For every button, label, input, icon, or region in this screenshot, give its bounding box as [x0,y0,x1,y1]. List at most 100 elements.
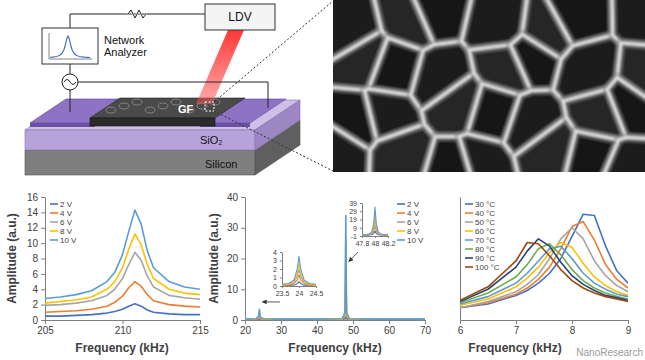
foam-cells [333,0,645,172]
foam-front [90,118,215,126]
tick: 48.2 [382,236,396,247]
foam-pore [119,103,129,109]
legend-swatch [50,212,58,214]
axis-line [282,253,283,287]
x-axis-title: Frequency (kHz) [288,341,381,355]
tick-mark [375,236,376,238]
tick: 30 [276,320,288,336]
tick-label: -1 [351,233,357,240]
tick: 48 [372,236,380,247]
tick: 40 [227,192,245,203]
series-line [245,305,425,320]
tick: 6 [458,320,464,336]
x-axis: 6789 [458,320,632,336]
legend-label: 60 °C [475,227,495,236]
axis-line [245,198,246,321]
legend-label: 8 V [407,227,420,236]
tick-label: 50 [348,325,360,336]
tick-mark [280,261,282,262]
tick-label: 210 [115,325,132,336]
plot-area [460,214,628,307]
wire [128,10,146,18]
source-symbol [64,80,76,85]
legend-swatch [50,239,58,241]
legend: 2 V4 V6 V8 V10 V [50,200,77,245]
legend: 30 °C40 °C50 °C60 °C70 °C80 °C90 °C100 °… [465,200,500,272]
tick: 0 [273,283,282,290]
series-line [45,210,200,298]
foam-pore [145,107,155,113]
foam-strut [607,78,645,140]
tick-label: 16 [27,192,39,203]
tick: 50 [348,320,360,336]
wire [70,14,205,28]
analyzer-label: Analyzer [104,46,147,58]
series-line [45,234,200,303]
legend-swatch [465,266,473,268]
tick-mark [245,320,246,324]
tick-mark [41,228,45,229]
chart: 23.52424.501234 [273,249,323,297]
substrate-label: Silicon [205,158,237,170]
tick: 14 [27,207,45,218]
foam-strut [596,137,645,172]
legend-label: 8 V [60,227,73,236]
tick: 20 [227,253,245,264]
tick-mark [200,320,201,324]
arrow [349,252,358,262]
legend-label: 2 V [60,200,73,209]
tick-mark [360,220,362,221]
plot-area [245,215,425,319]
zoom-box [205,102,214,111]
tick-mark [516,320,517,324]
legend-swatch [50,203,58,205]
tick: 215 [192,320,209,336]
tick-mark [360,228,362,229]
plot-area [362,207,388,235]
legend-swatch [465,212,473,214]
tick-mark [281,320,282,324]
tick-label: 7 [514,325,520,336]
tick-mark [572,320,573,324]
series-line [460,239,628,302]
tick: 60 [384,320,396,336]
x-axis: 47.84848.2 [356,236,396,247]
analyzer-icon [50,36,90,58]
tick-mark [41,289,45,290]
tick-label: 10 [227,284,239,295]
tick-mark [353,320,354,324]
legend-label: 40 °C [475,209,495,218]
legend: 2 V4 V6 V8 V10 V [397,200,424,245]
legend-swatch [397,230,405,232]
tick-label: 4 [32,284,38,295]
x-axis: 203040506070 [240,320,432,336]
legend-swatch [50,230,58,232]
tick: 210 [115,320,132,336]
foam-pore [132,99,142,105]
legend-swatch [465,221,473,223]
tick-mark [241,289,245,290]
axis-line [362,204,363,237]
tick: -1 [351,233,362,240]
tick-mark [241,320,245,321]
tick: 47.8 [356,236,370,247]
legend-label: 10 V [407,236,424,245]
tick-mark [280,286,282,287]
chart: 47.84848.2-19192939 [349,200,395,247]
tick-label: 1 [273,274,277,281]
series-line [460,228,628,308]
legend-swatch [465,239,473,241]
oxide-label: SiO₂ [200,134,223,146]
legend-swatch [397,212,405,214]
tick: 9 [353,224,362,231]
legend-label: 4 V [60,209,73,218]
x-axis-title: Frequency (kHz) [468,341,561,355]
series-line [282,263,316,285]
tick-mark [360,203,362,204]
tick-label: 2 [273,266,277,273]
series-line [460,243,628,306]
tick-mark [389,320,390,324]
legend-swatch [397,221,405,223]
tick-mark [241,259,245,260]
tick-mark [360,236,362,237]
